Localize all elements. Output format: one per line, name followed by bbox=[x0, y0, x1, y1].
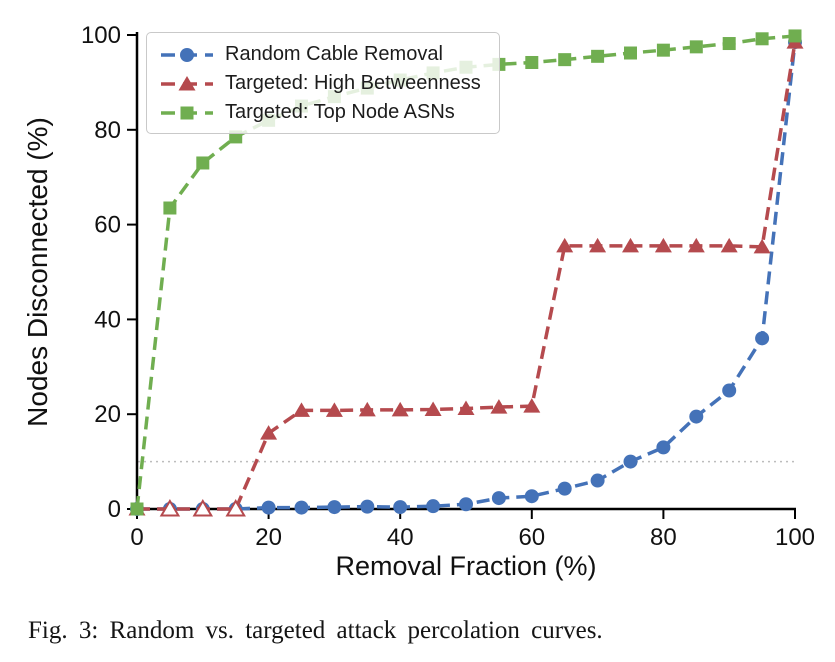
x-axis-label: Removal Fraction (%) bbox=[335, 551, 597, 581]
data-point-marker bbox=[424, 401, 442, 416]
data-point-marker bbox=[159, 499, 181, 517]
legend-label: Targeted: Top Node ASNs bbox=[225, 101, 455, 123]
legend-label: Targeted: High Betweenness bbox=[225, 72, 481, 94]
data-point-marker bbox=[689, 409, 704, 424]
data-point-marker bbox=[755, 331, 770, 346]
data-point-marker bbox=[490, 399, 508, 414]
data-point-marker bbox=[196, 156, 210, 170]
data-point-marker bbox=[523, 398, 541, 413]
data-point-marker bbox=[294, 500, 309, 515]
data-point-marker bbox=[459, 497, 473, 512]
data-point-marker bbox=[457, 400, 475, 416]
data-point-marker bbox=[556, 237, 574, 253]
data-point-marker bbox=[180, 48, 194, 62]
data-point-marker bbox=[192, 499, 214, 517]
x-tick-label: 20 bbox=[255, 524, 282, 551]
data-point-marker bbox=[689, 40, 703, 54]
data-point-marker bbox=[327, 500, 342, 515]
data-point-marker bbox=[525, 55, 539, 69]
data-point-marker bbox=[558, 53, 572, 67]
legend-item-random-cable-removal: Random Cable Removal bbox=[159, 43, 481, 65]
data-point-marker bbox=[722, 37, 736, 51]
data-point-marker bbox=[722, 383, 737, 398]
legend-label: Random Cable Removal bbox=[225, 43, 443, 65]
legend-item-top-node-asns: Targeted: Top Node ASNs bbox=[159, 101, 481, 123]
series-targeted-high-betweenness bbox=[128, 34, 804, 517]
data-point-marker bbox=[360, 499, 375, 514]
legend-swatch-canvas bbox=[161, 76, 213, 91]
y-tick-label: 0 bbox=[108, 496, 121, 523]
data-point-marker bbox=[261, 500, 276, 515]
data-point-marker bbox=[325, 402, 343, 417]
data-point-marker bbox=[687, 237, 705, 253]
data-point-marker bbox=[589, 237, 607, 253]
data-point-marker bbox=[623, 454, 638, 469]
x-tick-label: 60 bbox=[518, 524, 545, 551]
data-point-marker bbox=[590, 473, 605, 488]
data-point-marker bbox=[260, 425, 278, 440]
legend-swatch-triangle-icon bbox=[159, 73, 215, 93]
data-point-marker bbox=[720, 237, 738, 253]
figure-caption: Fig. 3: Random vs. targeted attack perco… bbox=[28, 617, 603, 644]
data-point-marker bbox=[656, 43, 670, 57]
legend-swatch-canvas bbox=[161, 106, 213, 120]
data-point-marker bbox=[426, 499, 441, 514]
data-point-marker bbox=[130, 502, 144, 516]
y-tick-label: 80 bbox=[94, 117, 121, 144]
y-tick-label: 40 bbox=[94, 306, 121, 333]
legend-swatch-circle-icon bbox=[159, 44, 215, 64]
x-tick-label: 100 bbox=[775, 524, 815, 551]
data-point-marker bbox=[391, 401, 409, 417]
data-point-marker bbox=[524, 489, 539, 504]
data-point-marker bbox=[788, 29, 802, 43]
data-point-marker bbox=[178, 76, 196, 91]
x-tick-label: 0 bbox=[130, 524, 143, 551]
data-point-marker bbox=[654, 237, 672, 253]
chart: 0 20 40 60 80 100 0 20 40 60 80 100 Nodes Disconnec… bbox=[22, 22, 815, 581]
legend-swatch-canvas bbox=[161, 48, 213, 62]
data-point-marker bbox=[163, 201, 177, 215]
legend: Random Cable Removal Targeted: High Betw… bbox=[146, 32, 500, 134]
data-point-marker bbox=[393, 500, 408, 515]
x-tick-label: 80 bbox=[650, 524, 677, 551]
data-point-marker bbox=[557, 481, 572, 496]
y-axis-label: Nodes Disconnected (%) bbox=[22, 117, 53, 427]
y-tick-label: 20 bbox=[94, 401, 121, 428]
data-point-marker bbox=[624, 46, 637, 60]
legend-swatch-square-icon bbox=[159, 102, 215, 122]
data-point-marker bbox=[622, 237, 639, 253]
legend-item-high-betweenness: Targeted: High Betweenness bbox=[159, 72, 481, 94]
y-tick-label: 60 bbox=[94, 212, 121, 239]
data-point-marker bbox=[225, 499, 246, 517]
data-point-marker bbox=[755, 32, 769, 46]
data-point-marker bbox=[491, 491, 506, 506]
data-point-marker bbox=[591, 49, 605, 63]
y-tick-label: 100 bbox=[81, 22, 121, 49]
x-tick-label: 40 bbox=[387, 524, 414, 551]
data-point-marker bbox=[358, 401, 376, 417]
data-point-marker bbox=[753, 238, 771, 254]
data-point-marker bbox=[180, 106, 194, 120]
data-point-marker bbox=[656, 440, 671, 455]
data-point-marker bbox=[293, 402, 310, 417]
